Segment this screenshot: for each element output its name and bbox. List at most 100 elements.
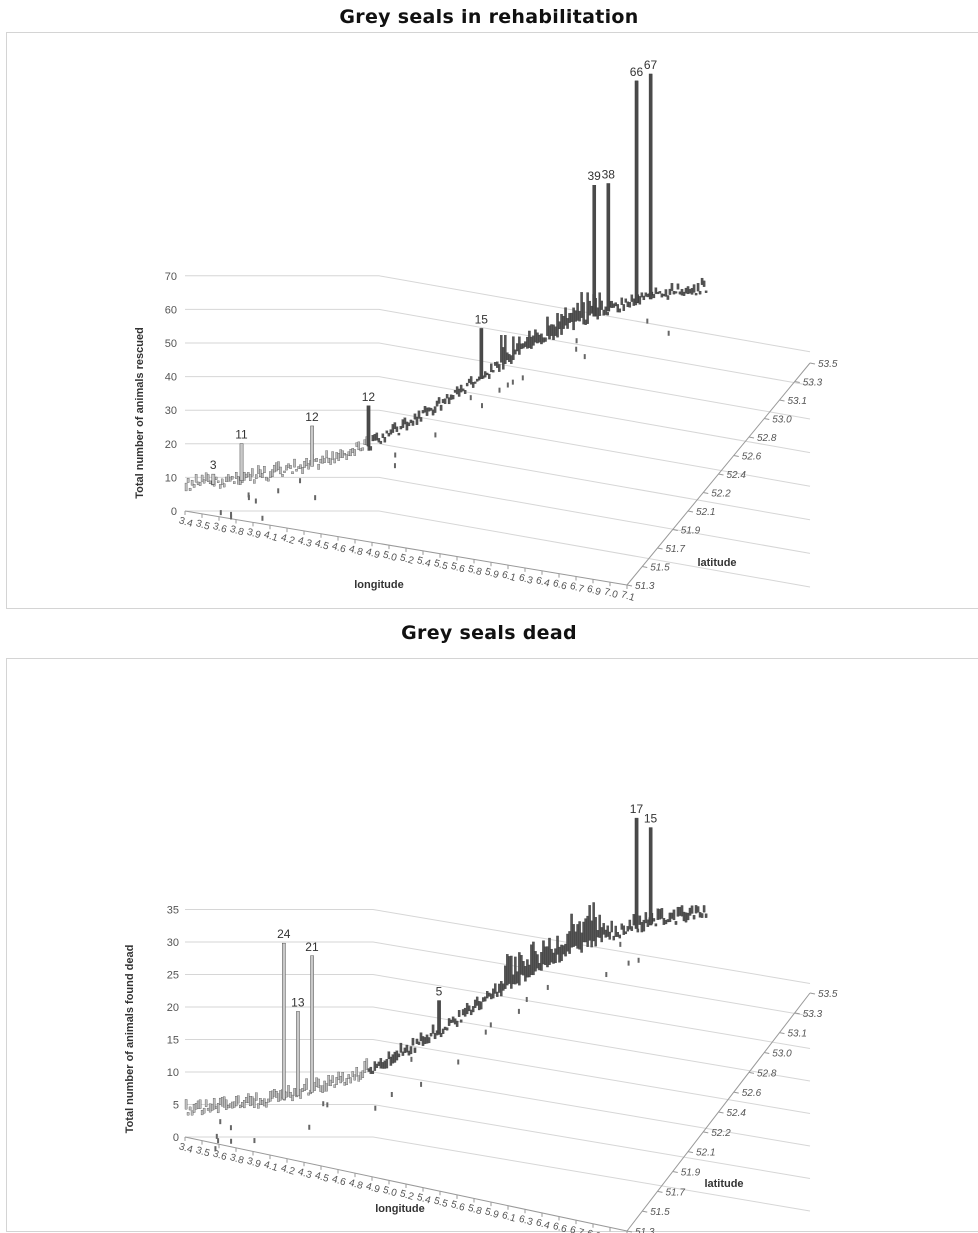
bar — [399, 1042, 403, 1053]
bar-offshore — [219, 1119, 222, 1125]
bar — [341, 1072, 344, 1082]
bar — [377, 438, 381, 443]
bar — [375, 1063, 379, 1069]
x-tick-label: 4.6 — [330, 541, 347, 556]
y-tick-mark — [718, 1111, 724, 1114]
bar — [694, 292, 698, 296]
bar — [212, 1098, 216, 1110]
x-tick-label: 5.4 — [415, 555, 432, 570]
bar — [441, 1028, 445, 1034]
bar — [686, 912, 690, 921]
bar — [279, 466, 282, 475]
bar — [387, 1051, 391, 1060]
bar — [225, 1099, 228, 1110]
x-tick-label: 4.6 — [330, 1174, 347, 1189]
bar — [353, 449, 356, 456]
bar-offshore — [521, 375, 524, 381]
bar — [640, 292, 644, 298]
bar — [325, 450, 328, 459]
bar — [379, 440, 383, 444]
bar — [349, 1077, 352, 1084]
data-label: 12 — [305, 410, 319, 424]
z-tick-label: 30 — [165, 405, 177, 417]
gridline — [185, 342, 811, 420]
x-tick-label: 6.1 — [500, 569, 517, 584]
bar — [337, 1071, 340, 1080]
bar — [580, 932, 583, 953]
z-axis-title: Total number of animals rescued — [134, 327, 146, 499]
bar — [488, 373, 491, 379]
bar — [323, 458, 326, 463]
z-axis-title: Total number of animals found dead — [124, 945, 136, 1134]
bar — [325, 1083, 328, 1092]
bar — [265, 1102, 268, 1108]
y-axis-title: latitude — [704, 1178, 743, 1190]
bar — [214, 476, 218, 480]
bar — [682, 291, 686, 296]
x-tick-label: 4.8 — [347, 1177, 364, 1192]
peak-bar — [437, 1000, 441, 1034]
bar — [612, 935, 615, 941]
bar — [198, 481, 202, 486]
peak-bar — [310, 955, 314, 1093]
bar — [630, 926, 634, 931]
x-tick-label: 5.5 — [432, 1196, 449, 1211]
bar — [220, 478, 224, 485]
peak-bar — [634, 80, 639, 303]
bar — [409, 1046, 413, 1055]
bar — [564, 307, 567, 326]
x-tick-label: 4.9 — [364, 1181, 381, 1196]
bar — [554, 948, 557, 964]
bar-offshore — [484, 1029, 487, 1035]
data-label: 3 — [210, 458, 217, 472]
bar — [401, 1051, 405, 1056]
bar — [704, 913, 708, 918]
x-tick-label: 5.8 — [466, 564, 483, 579]
bar — [600, 300, 603, 310]
z-tick-label: 10 — [165, 472, 177, 484]
y-tick-mark — [672, 529, 678, 531]
bar — [411, 1037, 415, 1046]
bar — [445, 394, 449, 399]
bar — [315, 458, 318, 462]
gridline — [185, 909, 811, 984]
bar — [556, 935, 559, 955]
y-tick-label: 52.4 — [727, 1108, 747, 1119]
bar — [218, 484, 222, 489]
bar — [660, 908, 664, 919]
bar — [696, 906, 700, 913]
bar — [439, 1033, 443, 1038]
bar-offshore — [434, 432, 437, 438]
bar — [447, 397, 451, 405]
bar — [243, 1100, 246, 1109]
y-tick-label: 52.6 — [742, 452, 762, 463]
bar — [451, 395, 455, 400]
data-label: 24 — [277, 927, 291, 941]
z-tick-label: 0 — [171, 506, 177, 518]
z-tick-label: 10 — [167, 1067, 179, 1079]
y-tick-label: 51.3 — [635, 1227, 655, 1233]
bar — [343, 453, 346, 456]
x-tick-label: 6.7 — [568, 1224, 585, 1233]
gridline — [185, 510, 811, 588]
bar — [415, 416, 419, 425]
bar-offshore — [277, 488, 280, 494]
bar-offshore — [229, 1125, 232, 1131]
y-tick-label: 51.9 — [681, 526, 701, 537]
bar — [255, 474, 258, 479]
bar-offshore — [374, 1105, 377, 1111]
bar — [704, 290, 708, 293]
bar — [403, 417, 407, 425]
chart-panel-rehab: 0 10 20 30 40 50 60 70 3.4 3.5 3.6 3.8 3.9 4.1 4.2 4.3 4… — [6, 32, 978, 609]
peak-bar — [634, 817, 639, 929]
bar — [405, 421, 409, 431]
bar — [496, 991, 499, 997]
x-tick-label: 3.9 — [245, 1156, 262, 1171]
y-tick-mark — [672, 1171, 678, 1173]
bar — [361, 447, 365, 451]
bar — [375, 432, 379, 441]
bar-offshore — [410, 1056, 413, 1062]
bar — [301, 467, 304, 474]
z-tick-label: 15 — [167, 1035, 179, 1047]
bar — [459, 384, 463, 393]
